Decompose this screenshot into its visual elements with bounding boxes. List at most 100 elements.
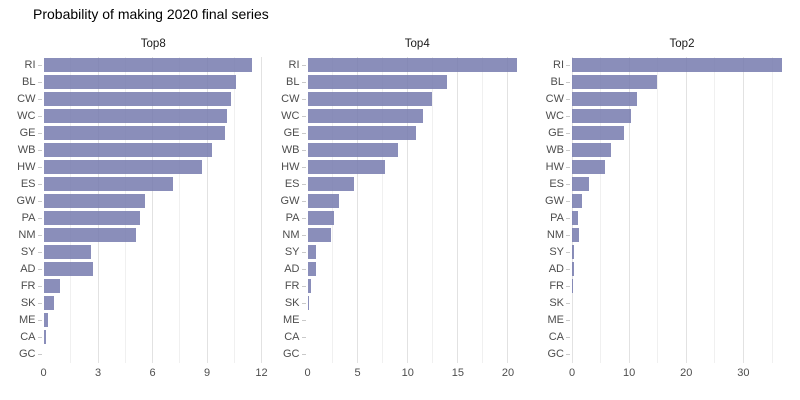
y-axis-label-gw: GW	[545, 194, 564, 207]
gridline-major	[152, 56, 154, 363]
bar-top2-bl	[572, 75, 657, 89]
gridline-major	[206, 56, 208, 363]
y-axis-label-ca: CA	[20, 330, 36, 343]
bar-top4-wc	[307, 109, 423, 123]
y-axis-label-gc: GC	[19, 347, 36, 360]
y-axis-label-bl: BL	[550, 75, 564, 88]
y-axis-label-gc: GC	[547, 347, 565, 360]
bar-top8-wb	[43, 143, 213, 157]
x-axis-tick-label: 6	[149, 367, 156, 379]
gridline-minor	[332, 56, 334, 363]
y-axis-tick	[301, 303, 306, 304]
x-axis-tick-label: 15	[451, 367, 464, 379]
bar-top4-wb	[307, 143, 398, 157]
y-axis-tick	[566, 269, 570, 270]
x-axis-tick-label: 0	[304, 367, 311, 379]
bar-top2-ad	[572, 262, 574, 276]
y-axis-tick	[301, 65, 306, 66]
y-axis-tick	[37, 286, 42, 287]
chart-title: Probability of making 2020 final series	[33, 6, 269, 22]
y-axis-label-hw: HW	[281, 160, 300, 173]
y-axis-label-wc: WC	[281, 109, 300, 122]
gridline-major	[628, 56, 630, 363]
bar-top8-sk	[43, 296, 55, 310]
bar-top2-cw	[572, 92, 637, 106]
bar-top2-fr	[572, 279, 573, 293]
y-axis-tick	[301, 320, 306, 321]
gridline-minor	[482, 56, 484, 363]
y-axis-label-ri: RI	[288, 58, 300, 71]
y-axis-label-wc: WC	[17, 109, 36, 122]
y-axis-tick	[37, 337, 42, 338]
gridline-minor	[600, 56, 602, 363]
x-axis-tick-label: 5	[354, 367, 361, 379]
y-axis-label-wb: WB	[281, 143, 300, 156]
y-axis-tick	[566, 218, 570, 219]
y-axis-label-nm: NM	[282, 228, 300, 241]
y-axis-tick	[37, 99, 42, 100]
bar-top8-hw	[43, 160, 202, 174]
y-axis-tick	[37, 184, 42, 185]
bar-top2-ge	[572, 126, 624, 140]
facet-label-top8: Top8	[140, 38, 166, 50]
x-axis-tick-label: 20	[501, 367, 515, 379]
bar-top4-gw	[307, 194, 339, 208]
bar-top2-wb	[572, 143, 611, 157]
y-axis-tick	[566, 320, 570, 321]
y-axis-label-fr: FR	[284, 279, 300, 292]
bar-top2-wc	[572, 109, 632, 123]
y-axis-label-fr: FR	[549, 279, 564, 292]
facet-label-top2: Top2	[669, 38, 695, 50]
y-axis-label-sy: SY	[20, 245, 36, 258]
y-axis-label-ad: AD	[284, 262, 300, 275]
y-axis-label-fr: FR	[20, 279, 36, 292]
y-axis-tick	[301, 235, 306, 236]
y-axis-label-gc: GC	[283, 347, 300, 360]
y-axis-tick	[566, 167, 570, 168]
y-axis-label-pa: PA	[21, 211, 36, 224]
y-axis-tick	[37, 133, 42, 134]
gridline-minor	[382, 56, 384, 363]
bar-top2-ri	[572, 58, 782, 72]
gridline-major	[507, 56, 509, 363]
y-axis-tick	[301, 133, 306, 134]
y-axis-label-pa: PA	[550, 211, 564, 224]
y-axis-tick	[566, 252, 570, 253]
y-axis-label-bl: BL	[22, 75, 36, 88]
bar-top2-gw	[572, 194, 582, 208]
y-axis-label-es: ES	[284, 177, 300, 190]
bar-top8-pa	[43, 211, 140, 225]
y-axis-tick	[566, 82, 570, 83]
y-axis-label-ge: GE	[548, 126, 564, 139]
bar-top4-ad	[307, 262, 317, 276]
gridline-minor	[771, 56, 773, 363]
y-axis-tick	[301, 167, 306, 168]
panel-top2	[572, 56, 792, 363]
y-axis-tick	[37, 150, 42, 151]
y-axis-tick	[37, 65, 42, 66]
gridline-major	[457, 56, 459, 363]
bar-top8-gw	[43, 194, 146, 208]
panel-top8	[43, 56, 263, 363]
gridline-major	[261, 56, 263, 363]
y-axis-label-sy: SY	[284, 245, 300, 258]
y-axis-label-es: ES	[549, 177, 564, 190]
panel-top4	[307, 56, 527, 363]
y-axis-label-hw: HW	[545, 160, 564, 173]
y-axis-label-wb: WB	[17, 143, 36, 156]
y-axis-label-wb: WB	[546, 143, 564, 156]
bar-top2-nm	[572, 228, 579, 242]
bar-top2-es	[572, 177, 589, 191]
bar-top8-ri	[43, 58, 253, 72]
gridline-minor	[657, 56, 659, 363]
gridline-minor	[124, 56, 126, 363]
x-axis-tick-label: 30	[737, 367, 750, 379]
y-axis-tick	[37, 201, 42, 202]
y-axis-label-cw: CW	[17, 92, 36, 105]
y-axis-tick	[301, 99, 306, 100]
bar-top4-bl	[307, 75, 447, 89]
y-axis-tick	[301, 218, 306, 219]
y-axis-tick	[566, 201, 570, 202]
y-axis-tick	[566, 184, 570, 185]
y-axis-tick	[37, 167, 42, 168]
